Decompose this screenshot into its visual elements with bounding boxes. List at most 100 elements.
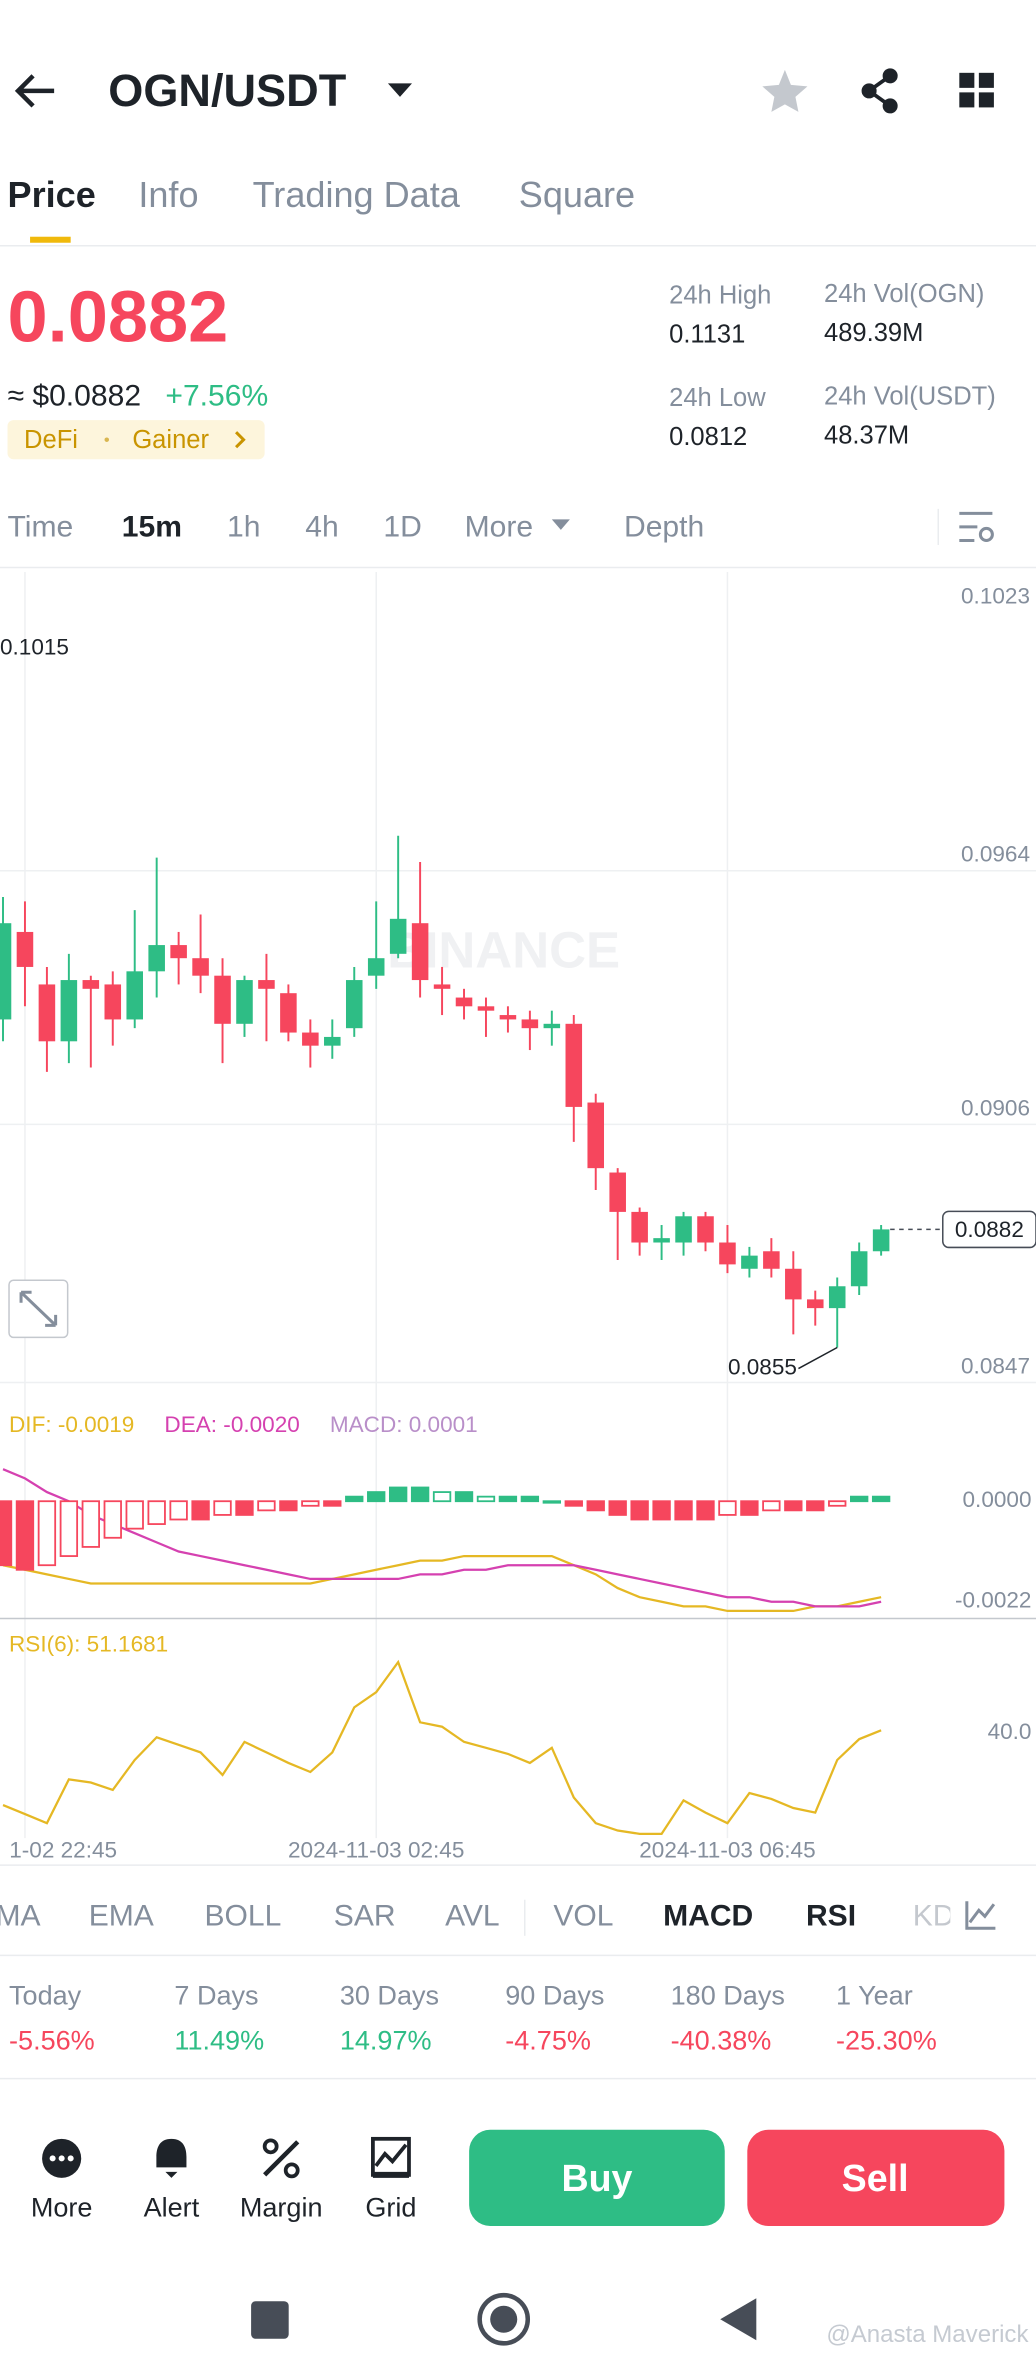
candle-body (324, 1036, 341, 1046)
indicator[interactable]: BOLL (204, 1900, 281, 1933)
macd-bar (432, 1491, 452, 1503)
interval[interactable]: Depth (624, 510, 704, 543)
indicator[interactable]: VOL (553, 1900, 613, 1933)
macd-bar (235, 1500, 254, 1516)
candle-body (609, 1172, 626, 1212)
macd-bar (564, 1500, 583, 1507)
y-tick-label: 0.0000 (963, 1487, 1032, 1512)
perf-label: 30 Days (340, 1981, 439, 2011)
candle-body (587, 1102, 605, 1169)
stat-value: 489.39M (824, 319, 923, 347)
macd-bar (125, 1500, 144, 1530)
tags-box[interactable] (7, 420, 265, 460)
perf-value: -5.56% (9, 2026, 95, 2056)
sell-button[interactable] (747, 2129, 1005, 2227)
legend-entry: DIF: -0.0019 (9, 1412, 134, 1437)
candle-body (389, 918, 407, 954)
y-tick-label: 0.0964 (961, 842, 1030, 867)
macd-bar (301, 1500, 320, 1507)
indicator[interactable]: SAR (334, 1900, 396, 1933)
tab[interactable]: Info (138, 174, 198, 215)
more-icon[interactable] (42, 2138, 82, 2178)
candle-body (653, 1238, 670, 1243)
more-dropdown[interactable] (551, 519, 570, 530)
macd-bar (103, 1500, 122, 1539)
grid-menu-icon[interactable] (959, 72, 994, 108)
candle-body (631, 1211, 648, 1243)
stat-label: 24h Low (669, 384, 766, 412)
perf-label: Today (9, 1981, 82, 2011)
candle-body (806, 1299, 824, 1309)
y-tick-label: 0.0906 (961, 1095, 1030, 1120)
interval[interactable]: 4h (305, 510, 338, 543)
perf-value: 14.97% (340, 2026, 432, 2056)
candle-body (455, 997, 473, 1007)
candle-body (170, 945, 187, 959)
tab[interactable]: Trading Data (253, 174, 461, 215)
indicator[interactable]: RSI (806, 1900, 856, 1933)
toolbar-label[interactable]: Alert (144, 2193, 200, 2223)
nav-back[interactable] (720, 2298, 757, 2341)
indicator[interactable]: EMA (89, 1900, 154, 1933)
macd-bar (586, 1500, 605, 1512)
candle-body (302, 1032, 319, 1046)
macd-bar (696, 1500, 715, 1521)
macd-bar (828, 1500, 847, 1507)
alert-icon[interactable] (156, 2138, 187, 2178)
candle-body (192, 958, 209, 976)
nav-recents[interactable] (251, 2301, 289, 2339)
tag[interactable]: Gainer (132, 426, 209, 454)
last-price: 0.0882 (8, 277, 229, 357)
indicator[interactable]: AVL (445, 1900, 500, 1933)
interval[interactable]: Time (8, 510, 74, 543)
tag-chevron (235, 431, 246, 449)
interval[interactable]: 15m (122, 510, 182, 543)
stat-value: 48.37M (824, 421, 909, 449)
macd-bar (652, 1500, 671, 1521)
stat-label: 24h High (669, 282, 771, 310)
toolbar-label[interactable]: More (31, 2193, 93, 2223)
perf-label: 7 Days (174, 1981, 258, 2011)
indicator-settings-icon[interactable] (965, 1901, 996, 1930)
candle-body (872, 1229, 890, 1252)
sell-label[interactable]: Sell (842, 2157, 909, 2199)
interval[interactable]: 1h (227, 510, 260, 543)
toolbar-label[interactable]: Margin (240, 2193, 323, 2223)
share-icon[interactable] (861, 68, 898, 114)
candle-body (104, 984, 122, 1020)
buy-button[interactable] (469, 2129, 725, 2227)
grid-icon[interactable] (371, 2136, 411, 2178)
buy-label[interactable]: Buy (561, 2157, 632, 2199)
stat-value: 0.1131 (669, 321, 745, 349)
interval[interactable]: More (465, 510, 533, 543)
back-button[interactable] (14, 74, 55, 108)
indicator[interactable]: MA (0, 1900, 41, 1933)
stat-label: 24h Vol(USDT) (824, 382, 996, 410)
macd-bar (81, 1500, 100, 1548)
macd-bar (279, 1500, 298, 1512)
favorite-icon[interactable] (762, 69, 808, 112)
toolbar-label[interactable]: Grid (365, 2193, 416, 2223)
chart-settings-icon[interactable] (959, 511, 994, 542)
pair-title[interactable]: OGN/USDT (108, 65, 346, 116)
pair-dropdown[interactable] (387, 83, 412, 97)
watermark: @Anasta Maverick (826, 2321, 1029, 2348)
indicator[interactable]: MACD (663, 1900, 753, 1933)
margin-icon[interactable] (262, 2138, 300, 2179)
macd-bar (740, 1500, 759, 1516)
tab[interactable]: Square (519, 174, 635, 215)
indicator[interactable]: KD (913, 1900, 955, 1933)
candle-body (741, 1255, 758, 1269)
stat-value: 0.0812 (669, 423, 747, 451)
candle-body (345, 980, 363, 1029)
interval[interactable]: 1D (383, 510, 421, 543)
tab[interactable]: Price (8, 174, 96, 215)
tag[interactable]: DeFi (24, 426, 78, 454)
macd-bar (59, 1500, 79, 1557)
macd-bar (169, 1500, 188, 1521)
nav-home[interactable] (477, 2292, 531, 2346)
macd-bar (410, 1486, 430, 1503)
x-tick-label: 2024-11-03 06:45 (639, 1838, 815, 1863)
perf-value: -40.38% (671, 2026, 772, 2056)
